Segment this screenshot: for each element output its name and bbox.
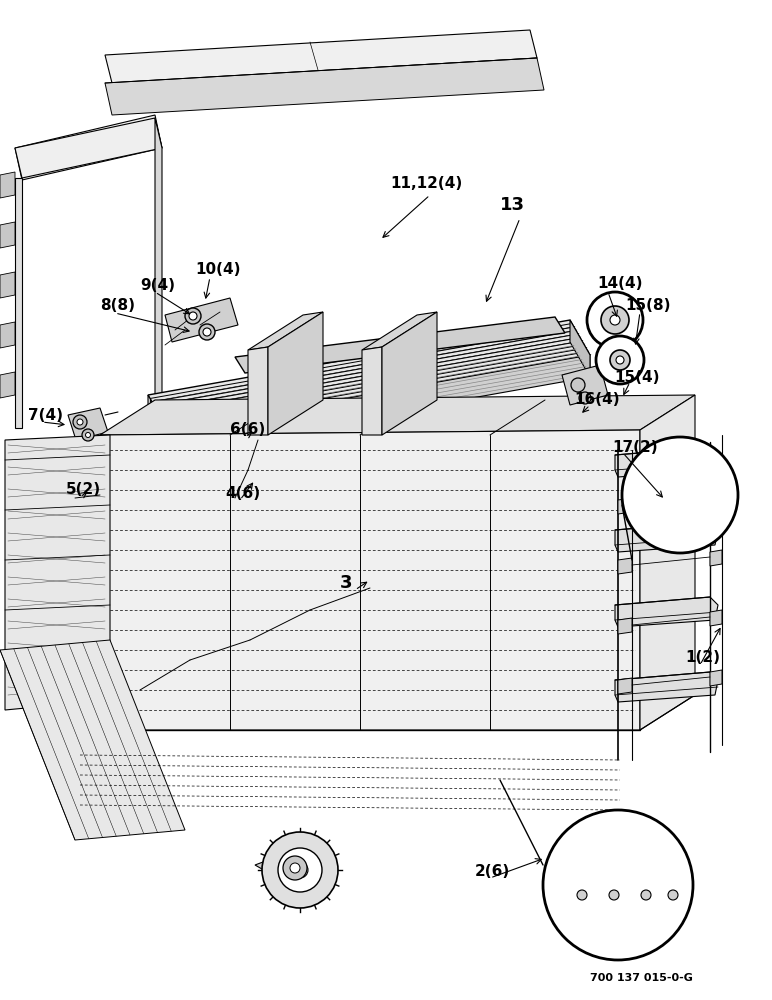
Polygon shape xyxy=(148,395,168,452)
Text: 5(2): 5(2) xyxy=(66,483,101,497)
Circle shape xyxy=(622,437,738,553)
Text: 10(4): 10(4) xyxy=(195,262,241,277)
Circle shape xyxy=(185,308,201,324)
Polygon shape xyxy=(362,347,382,435)
Circle shape xyxy=(601,306,629,334)
Text: 17(2): 17(2) xyxy=(612,440,658,454)
Text: 9(4): 9(4) xyxy=(140,277,175,292)
Circle shape xyxy=(587,292,643,348)
Polygon shape xyxy=(615,672,718,702)
Circle shape xyxy=(641,890,651,900)
Polygon shape xyxy=(0,172,15,198)
Polygon shape xyxy=(710,490,722,506)
Circle shape xyxy=(189,312,197,320)
Polygon shape xyxy=(570,320,590,377)
Polygon shape xyxy=(655,467,675,503)
Circle shape xyxy=(77,419,83,425)
Text: 14(4): 14(4) xyxy=(597,275,642,290)
Polygon shape xyxy=(255,850,335,888)
Circle shape xyxy=(199,324,215,340)
Text: 15(4): 15(4) xyxy=(614,370,659,385)
Polygon shape xyxy=(248,347,268,435)
Text: 6(6): 6(6) xyxy=(230,422,266,438)
Polygon shape xyxy=(235,317,565,373)
Polygon shape xyxy=(618,678,632,694)
Polygon shape xyxy=(0,272,15,298)
Polygon shape xyxy=(15,115,162,180)
Polygon shape xyxy=(105,58,544,115)
Text: 15(8): 15(8) xyxy=(625,298,671,312)
Circle shape xyxy=(73,415,87,429)
Polygon shape xyxy=(0,322,15,348)
Polygon shape xyxy=(5,435,110,710)
Polygon shape xyxy=(148,320,590,430)
Polygon shape xyxy=(0,640,185,840)
Polygon shape xyxy=(155,118,162,420)
Circle shape xyxy=(596,336,644,384)
Polygon shape xyxy=(165,298,238,342)
Polygon shape xyxy=(0,222,15,248)
Polygon shape xyxy=(615,522,718,552)
Polygon shape xyxy=(382,312,437,435)
Circle shape xyxy=(82,429,94,441)
Circle shape xyxy=(579,392,591,404)
Polygon shape xyxy=(68,408,108,440)
Polygon shape xyxy=(618,618,632,634)
Circle shape xyxy=(668,890,678,900)
Text: 13: 13 xyxy=(500,196,525,214)
Polygon shape xyxy=(268,312,323,435)
Circle shape xyxy=(610,350,630,370)
Circle shape xyxy=(203,328,211,336)
Text: 16(4): 16(4) xyxy=(574,392,620,408)
Polygon shape xyxy=(15,178,22,428)
Polygon shape xyxy=(562,365,608,405)
Polygon shape xyxy=(710,610,722,626)
Circle shape xyxy=(292,862,308,878)
Text: 4(6): 4(6) xyxy=(225,486,260,500)
Polygon shape xyxy=(710,550,722,566)
Text: 7(4): 7(4) xyxy=(28,408,63,422)
Circle shape xyxy=(577,890,587,900)
Polygon shape xyxy=(168,355,590,452)
Circle shape xyxy=(290,863,300,873)
Circle shape xyxy=(571,378,585,392)
Circle shape xyxy=(610,315,620,325)
Polygon shape xyxy=(618,558,632,574)
Text: 11,12(4): 11,12(4) xyxy=(390,176,462,190)
Polygon shape xyxy=(248,312,323,350)
Polygon shape xyxy=(100,430,640,730)
Circle shape xyxy=(609,890,619,900)
Polygon shape xyxy=(615,447,718,477)
Polygon shape xyxy=(615,597,718,627)
Polygon shape xyxy=(0,372,15,398)
Text: 1(2): 1(2) xyxy=(685,650,720,666)
Polygon shape xyxy=(100,395,695,435)
Polygon shape xyxy=(362,312,437,350)
Circle shape xyxy=(262,832,338,908)
Circle shape xyxy=(283,856,307,880)
Circle shape xyxy=(616,356,624,364)
Polygon shape xyxy=(640,395,695,730)
Text: 8(8): 8(8) xyxy=(100,298,135,314)
Polygon shape xyxy=(105,30,537,83)
Polygon shape xyxy=(618,498,632,514)
Circle shape xyxy=(278,848,322,892)
Text: 3: 3 xyxy=(340,574,353,592)
Polygon shape xyxy=(710,670,722,686)
Text: 700 137 015-0-G: 700 137 015-0-G xyxy=(590,973,693,983)
Circle shape xyxy=(543,810,693,960)
Text: 2(6): 2(6) xyxy=(475,864,510,880)
Polygon shape xyxy=(15,118,162,178)
Circle shape xyxy=(86,432,90,438)
